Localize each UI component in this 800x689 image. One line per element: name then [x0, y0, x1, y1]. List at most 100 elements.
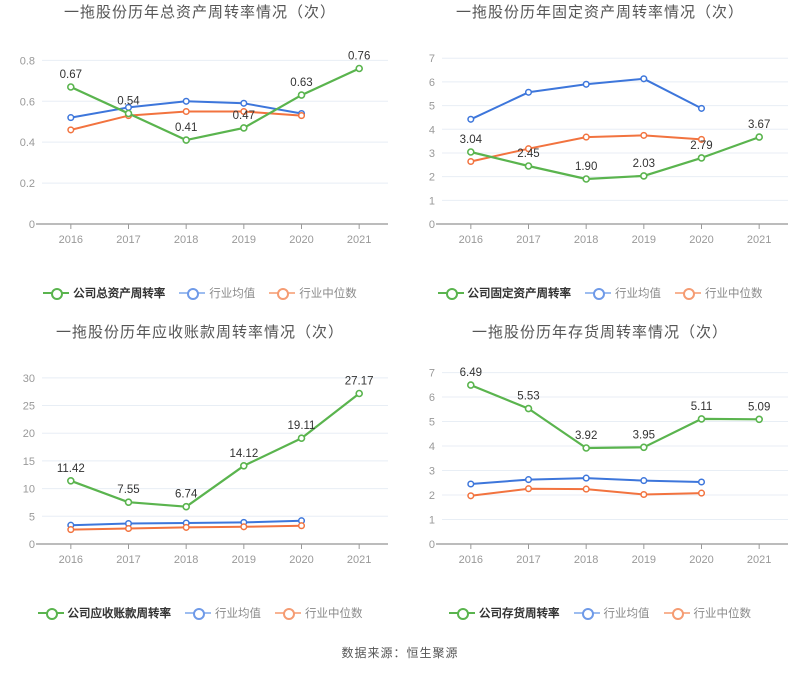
- legend-marker-median-icon: [675, 287, 701, 300]
- x-axis-tick-label: 2017: [116, 234, 140, 246]
- x-axis-tick-label: 2018: [174, 554, 198, 566]
- y-axis-tick-label: 4: [429, 441, 435, 453]
- legend-label-median: 行业中位数: [705, 288, 763, 300]
- data-label: 0.47: [233, 110, 255, 122]
- chart-legend: 公司存货周转率 行业均值 行业中位数: [400, 598, 800, 628]
- data-label: 5.53: [517, 391, 539, 403]
- legend-item-median[interactable]: 行业中位数: [269, 285, 357, 301]
- data-label: 2.03: [633, 158, 655, 170]
- legend-item-company[interactable]: 公司应收账款周转率: [37, 605, 171, 621]
- legend-marker-median-icon: [663, 607, 690, 620]
- legend-marker-median-icon: [269, 287, 296, 300]
- legend-item-median[interactable]: 行业中位数: [275, 605, 363, 621]
- chart-legend: 公司总资产周转率 行业均值 行业中位数: [0, 278, 400, 308]
- legend-marker-company-icon: [43, 287, 70, 300]
- y-axis-tick-label: 0: [429, 219, 435, 231]
- x-axis-tick-label: 2016: [59, 234, 83, 246]
- legend-marker-company-icon: [449, 607, 475, 620]
- chart-title: 一拖股份历年应收账款周转率情况（次）: [55, 324, 344, 341]
- legend-item-median[interactable]: 行业中位数: [663, 605, 751, 621]
- y-axis-tick-label: 3: [429, 466, 435, 478]
- chart-panel-fixed-asset-turnover: 一拖股份历年固定资产周转率情况（次） 0 1 2 3 4 5 6 7 2016 2017 2018 2…: [400, 0, 800, 320]
- plot-area: 0 1 2 3 4 5 6 7 2016 2017 2018 2019 2020 2021 6.49 5.53…: [400, 346, 800, 576]
- x-axis-tick-label: 2021: [347, 554, 371, 566]
- y-axis-tick-label: 5: [429, 417, 435, 429]
- y-axis-tick-label: 7: [429, 368, 435, 380]
- y-axis-tick-label: 6: [429, 77, 435, 89]
- x-axis-tick-label: 2019: [232, 554, 256, 566]
- legend-marker-median-icon: [275, 607, 301, 620]
- legend-label-mean: 行业均值: [603, 608, 650, 620]
- x-axis-tick-label: 2019: [632, 554, 656, 566]
- x-axis-tick-label: 2016: [459, 234, 483, 246]
- y-axis-tick-label: 2: [429, 490, 435, 502]
- legend-item-mean[interactable]: 行业均值: [185, 605, 261, 621]
- plot-area: 0 5 10 15 20 25 30 2016 2017 2018 2019 2020 2021 11.4…: [0, 346, 400, 576]
- y-axis-tick-label: 15: [23, 456, 35, 468]
- x-axis-tick-label: 2020: [689, 234, 713, 246]
- x-axis-tick-label: 2021: [347, 234, 371, 246]
- legend-marker-mean-icon: [573, 607, 600, 620]
- chart-legend: 公司固定资产周转率 行业均值 行业中位数: [400, 278, 800, 308]
- x-axis-tick-label: 2017: [516, 554, 540, 566]
- data-source-note: 数据来源：恒生聚源: [341, 646, 459, 660]
- chart-panel-receivables-turnover: 一拖股份历年应收账款周转率情况（次） 0 5 10 15 20 25 30 2016 2017 2…: [0, 320, 400, 640]
- plot-area: 0 0.2 0.4 0.6 0.8 2016 2017 2018 2019 2020 2021 0.6…: [0, 26, 400, 256]
- legend-item-median[interactable]: 行业中位数: [675, 285, 763, 301]
- data-label: 0.67: [60, 69, 82, 81]
- y-axis-tick-label: 10: [23, 484, 35, 496]
- legend-marker-company-icon: [37, 607, 64, 620]
- legend-label-company: 公司固定资产周转率: [467, 288, 572, 300]
- x-axis-tick-label: 2018: [174, 234, 198, 246]
- data-label: 5.09: [748, 401, 770, 413]
- chart-grid: 一拖股份历年总资产周转率情况（次） 0 0.2 0.4 0.6 0.8 2016 2017 2…: [0, 0, 800, 640]
- legend-label-median: 行业中位数: [305, 608, 363, 620]
- y-axis-tick-label: 0.6: [20, 96, 35, 108]
- x-axis-tick-label: 2017: [116, 554, 140, 566]
- legend-marker-mean-icon: [185, 607, 211, 620]
- legend-label-mean: 行业均值: [209, 288, 256, 300]
- legend-label-company: 公司存货周转率: [479, 608, 560, 620]
- data-label: 3.04: [460, 134, 483, 146]
- legend-item-company[interactable]: 公司固定资产周转率: [437, 285, 572, 301]
- chart-legend: 公司应收账款周转率 行业均值 行业中位数: [0, 598, 400, 628]
- data-label: 5.11: [691, 401, 713, 413]
- y-axis-tick-label: 3: [429, 148, 435, 160]
- chart-title: 一拖股份历年固定资产周转率情况（次）: [455, 4, 744, 21]
- data-label: 1.90: [575, 161, 597, 173]
- chart-panel-total-asset-turnover: 一拖股份历年总资产周转率情况（次） 0 0.2 0.4 0.6 0.8 2016 2017 2…: [0, 0, 400, 320]
- x-axis-tick-label: 2021: [747, 234, 771, 246]
- legend-item-company[interactable]: 公司存货周转率: [449, 605, 560, 621]
- data-label: 0.76: [348, 51, 370, 63]
- x-axis-tick-label: 2019: [232, 234, 256, 246]
- x-axis-tick-label: 2020: [289, 554, 313, 566]
- legend-label-mean: 行业均值: [215, 608, 261, 620]
- data-label: 7.55: [117, 484, 139, 496]
- x-axis-tick-label: 2016: [59, 554, 83, 566]
- y-axis-tick-label: 0: [29, 219, 35, 231]
- legend-label-median: 行业中位数: [299, 288, 357, 300]
- x-axis-tick-label: 2018: [574, 234, 598, 246]
- legend-item-mean[interactable]: 行业均值: [585, 285, 661, 301]
- legend-marker-company-icon: [437, 287, 464, 300]
- y-axis-tick-label: 2: [429, 172, 435, 184]
- data-label: 0.63: [290, 77, 312, 89]
- data-label: 6.49: [460, 367, 482, 379]
- chart-panel-inventory-turnover: 一拖股份历年存货周转率情况（次） 0 1 2 3 4 5 6 7 2016 2017 2018 201…: [400, 320, 800, 640]
- chart-title: 一拖股份历年总资产周转率情况（次）: [63, 4, 336, 21]
- legend-item-mean[interactable]: 行业均值: [573, 605, 650, 621]
- x-axis-tick-label: 2021: [747, 554, 771, 566]
- data-label: 2.79: [690, 140, 712, 152]
- plot-area: 0 1 2 3 4 5 6 7 2016 2017 2018 2019 2020 2021 3.04 2.45…: [400, 26, 800, 256]
- chart-title: 一拖股份历年存货周转率情况（次）: [471, 324, 728, 341]
- data-label: 0.41: [175, 122, 197, 134]
- legend-label-company: 公司总资产周转率: [73, 288, 166, 300]
- y-axis-tick-label: 20: [23, 428, 35, 440]
- x-axis-tick-label: 2018: [574, 554, 598, 566]
- legend-item-mean[interactable]: 行业均值: [179, 285, 255, 301]
- legend-item-company[interactable]: 公司总资产周转率: [43, 285, 165, 301]
- legend-marker-mean-icon: [585, 287, 611, 300]
- y-axis-tick-label: 0.2: [20, 178, 35, 190]
- x-axis-tick-label: 2019: [632, 234, 656, 246]
- x-axis-tick-label: 2017: [516, 234, 540, 246]
